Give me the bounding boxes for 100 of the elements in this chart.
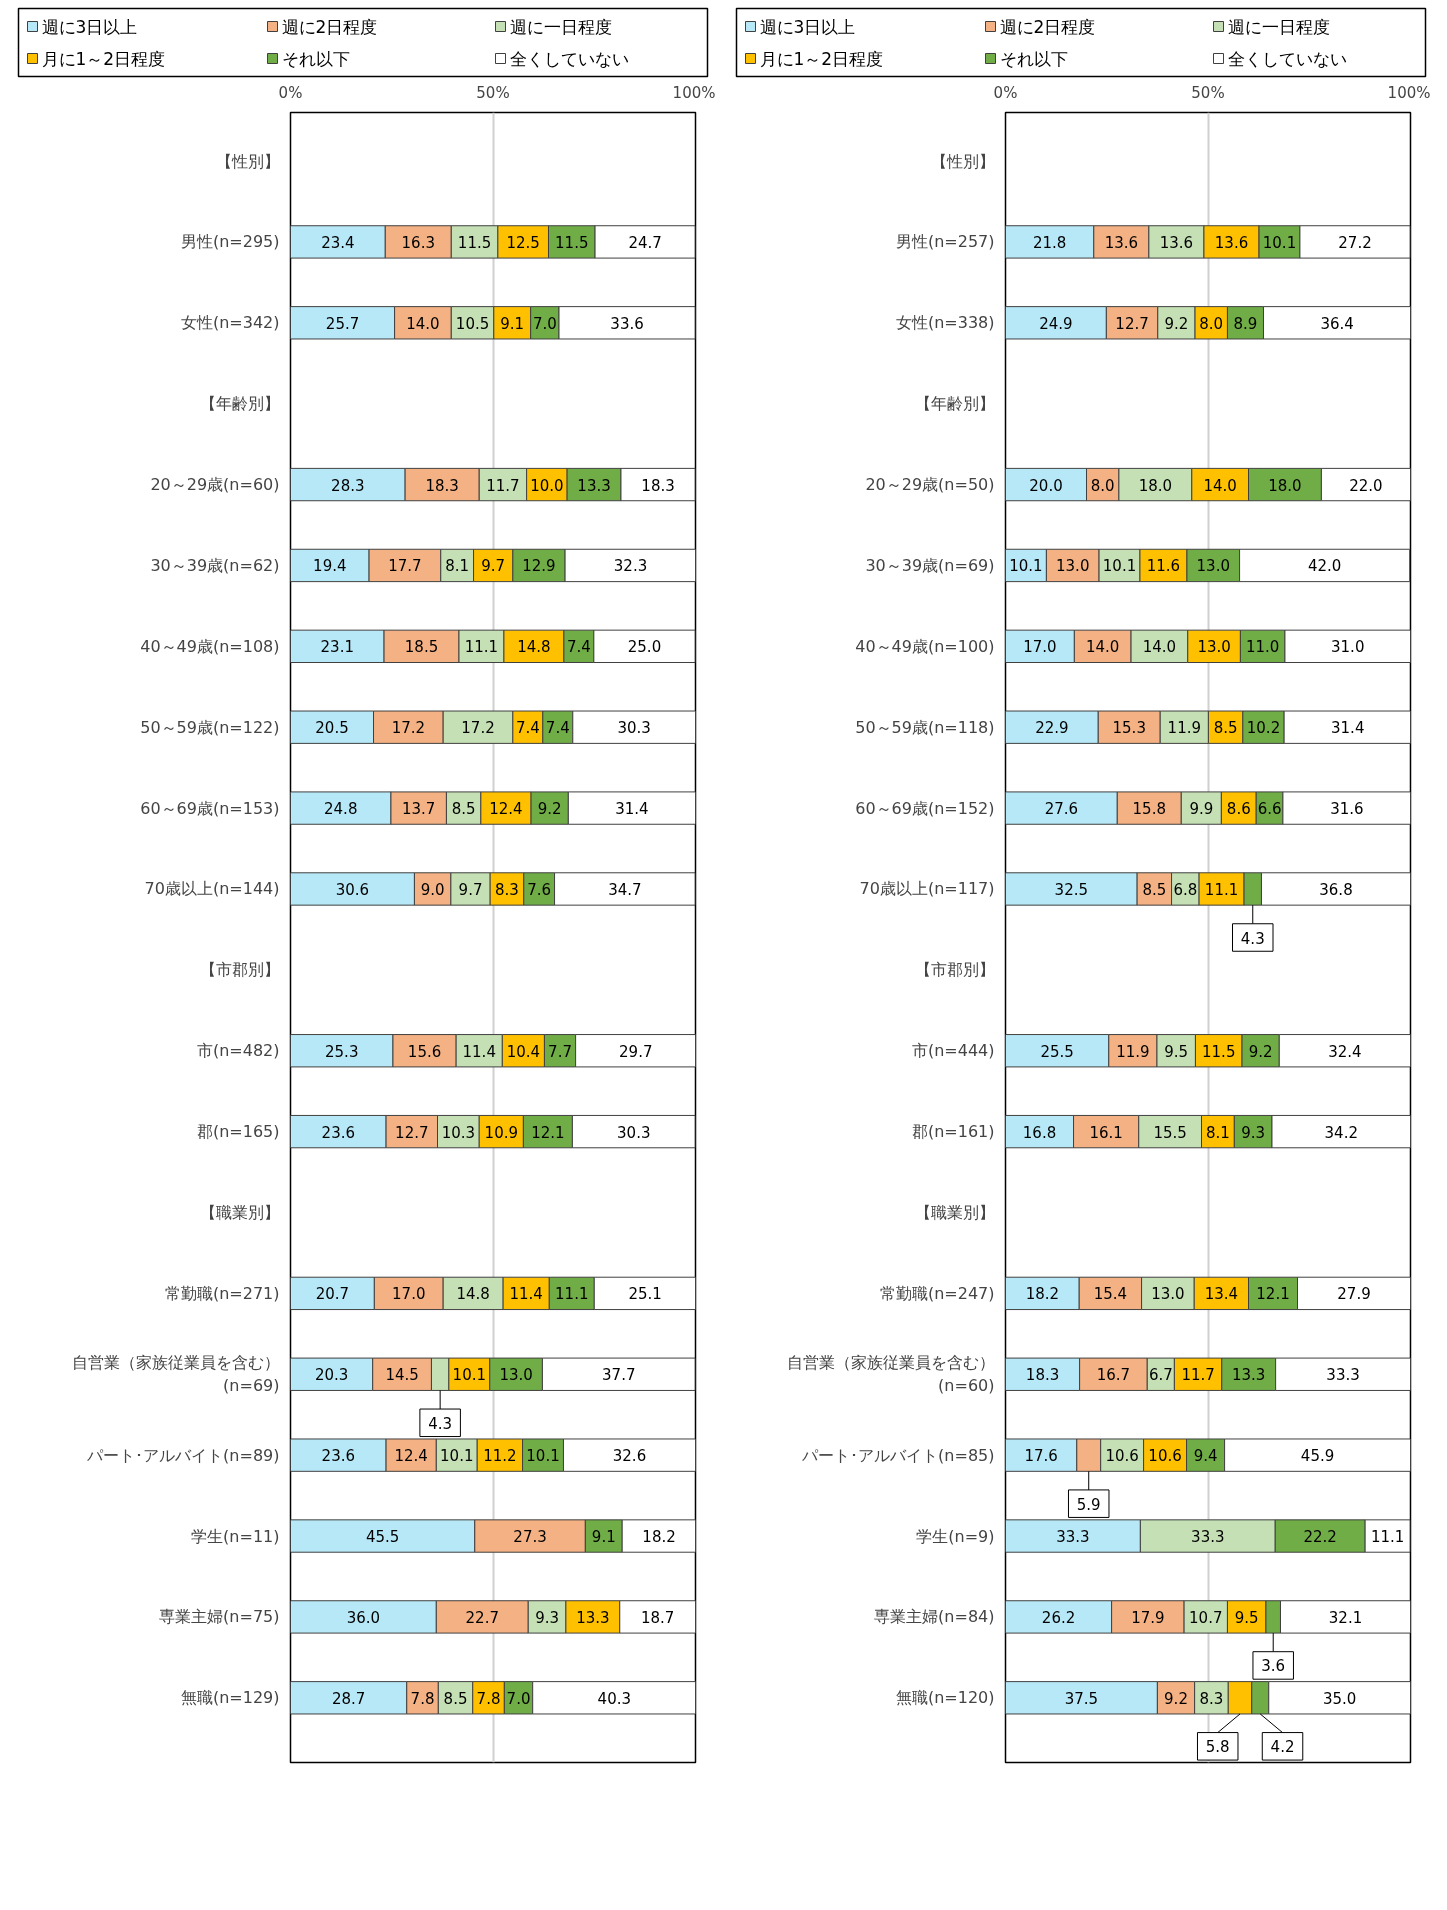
data-label: 33.6 (610, 314, 644, 333)
data-label: 16.7 (1096, 1366, 1131, 1385)
data-label: 23.6 (321, 1123, 355, 1142)
y-tick-label: パート･アルバイト(n=89) (86, 1445, 280, 1465)
data-label: 31.0 (1331, 638, 1365, 657)
data-label: 11.5 (555, 233, 589, 252)
data-label: 8.0 (1090, 476, 1115, 495)
data-label: 11.5 (457, 233, 492, 252)
data-label: 8.5 (443, 1689, 468, 1708)
data-label: 24.7 (628, 233, 662, 252)
data-label: 34.2 (1324, 1123, 1358, 1142)
data-label: 8.5 (1142, 880, 1167, 899)
data-label: 5.9 (1076, 1495, 1101, 1514)
data-label: 17.6 (1024, 1447, 1058, 1466)
y-tick-label: 学生(n=9) (916, 1526, 995, 1546)
y-tick-label: 無職(n=129) (180, 1688, 280, 1708)
y-tick-label: 専業主婦(n=84) (874, 1607, 995, 1627)
data-label: 24.8 (324, 800, 358, 819)
data-label: 18.2 (1025, 1285, 1060, 1304)
data-label: 16.3 (401, 233, 435, 252)
data-label: 15.8 (1132, 800, 1166, 819)
data-label: 17.0 (392, 1285, 426, 1304)
data-label: 24.9 (1039, 314, 1073, 333)
y-tick-label: 70歳以上(n=144) (144, 879, 280, 899)
data-label: 37.5 (1064, 1689, 1099, 1708)
data-label: 11.5 (1202, 1042, 1236, 1061)
legend-label: 全くしていない (1227, 48, 1347, 69)
y-tick-label: 郡(n=165) (196, 1122, 280, 1142)
data-label: 22.0 (1349, 476, 1383, 495)
legend-label: それ以下 (281, 48, 350, 69)
data-label: 9.0 (420, 880, 445, 899)
x-tick-label: 0% (278, 83, 303, 102)
legend-label: 全くしていない (509, 48, 629, 69)
data-label: 11.1 (1204, 880, 1239, 899)
data-label: 20.0 (1029, 476, 1063, 495)
data-label: 20.7 (315, 1285, 350, 1304)
data-label: 11.7 (486, 476, 520, 495)
data-label: 13.0 (1197, 638, 1231, 657)
data-label: 13.0 (1196, 557, 1230, 576)
data-label: 6.6 (1257, 800, 1282, 819)
data-label: 32.6 (612, 1447, 647, 1466)
y-tick-label: 【市郡別】 (199, 960, 280, 980)
y-tick-label: 男性(n=295) (180, 232, 280, 252)
data-label: 9.5 (1234, 1608, 1259, 1627)
data-label: 20.3 (314, 1366, 349, 1385)
y-tick-label: 専業主婦(n=75) (159, 1607, 280, 1627)
data-label: 15.3 (1112, 719, 1146, 738)
data-label: 12.7 (1115, 314, 1149, 333)
data-label: 9.3 (535, 1608, 559, 1627)
y-tick-label: 40～49歳(n=100) (855, 636, 995, 656)
data-label: 10.1 (452, 1366, 487, 1385)
data-label: 8.1 (445, 557, 470, 576)
data-label: 15.4 (1093, 1285, 1128, 1304)
x-tick-label: 50% (1191, 83, 1225, 102)
legend-label: 週に2日程度 (999, 16, 1096, 37)
data-label: 12.1 (1256, 1285, 1290, 1304)
data-label: 22.7 (465, 1608, 499, 1627)
legend-label: 週に3日以上 (41, 16, 138, 37)
data-label: 25.0 (627, 638, 662, 657)
data-label: 10.1 (1262, 233, 1297, 252)
data-label: 8.6 (1226, 800, 1251, 819)
data-label: 4.2 (1270, 1738, 1295, 1757)
x-tick-label: 50% (476, 83, 510, 102)
data-label: 18.7 (640, 1608, 675, 1627)
data-label: 10.6 (1105, 1447, 1139, 1466)
y-tick-label: 男性(n=257) (895, 232, 995, 252)
data-label: 7.4 (566, 638, 591, 657)
data-label: 11.1 (555, 1285, 589, 1304)
y-tick-label: 自営業（家族従業員を含む） (n=69) (71, 1353, 280, 1396)
data-label: 8.3 (495, 880, 519, 899)
data-label: 10.2 (1246, 719, 1281, 738)
data-label: 13.3 (577, 476, 611, 495)
data-label: 7.8 (476, 1689, 501, 1708)
data-label: 16.1 (1089, 1123, 1123, 1142)
data-label: 16.8 (1022, 1123, 1057, 1142)
x-tick-label: 100% (1387, 83, 1431, 102)
data-label: 25.5 (1040, 1042, 1074, 1061)
data-label: 18.2 (642, 1528, 676, 1547)
data-label: 11.6 (1146, 557, 1181, 576)
data-label: 21.8 (1032, 233, 1067, 252)
data-label: 18.0 (1138, 476, 1173, 495)
y-tick-label: 【年齢別】 (914, 394, 995, 414)
data-label: 9.2 (537, 800, 562, 819)
y-tick-label: 女性(n=338) (895, 313, 995, 333)
data-label: 25.7 (325, 314, 360, 333)
data-label: 18.3 (1025, 1366, 1060, 1385)
data-label: 29.7 (619, 1042, 653, 1061)
legend-label: 月に1～2日程度 (759, 48, 884, 69)
data-label: 13.6 (1159, 233, 1194, 252)
data-label: 20.5 (315, 719, 349, 738)
data-label: 11.1 (464, 638, 499, 657)
data-label: 45.5 (365, 1528, 400, 1547)
data-label: 7.4 (515, 719, 540, 738)
data-label: 17.2 (461, 719, 495, 738)
data-label: 10.1 (440, 1447, 474, 1466)
data-label: 11.2 (483, 1447, 517, 1466)
data-label: 33.3 (1326, 1366, 1360, 1385)
data-label: 14.0 (406, 314, 440, 333)
data-label: 11.9 (1116, 1042, 1150, 1061)
data-label: 10.6 (1148, 1447, 1182, 1466)
